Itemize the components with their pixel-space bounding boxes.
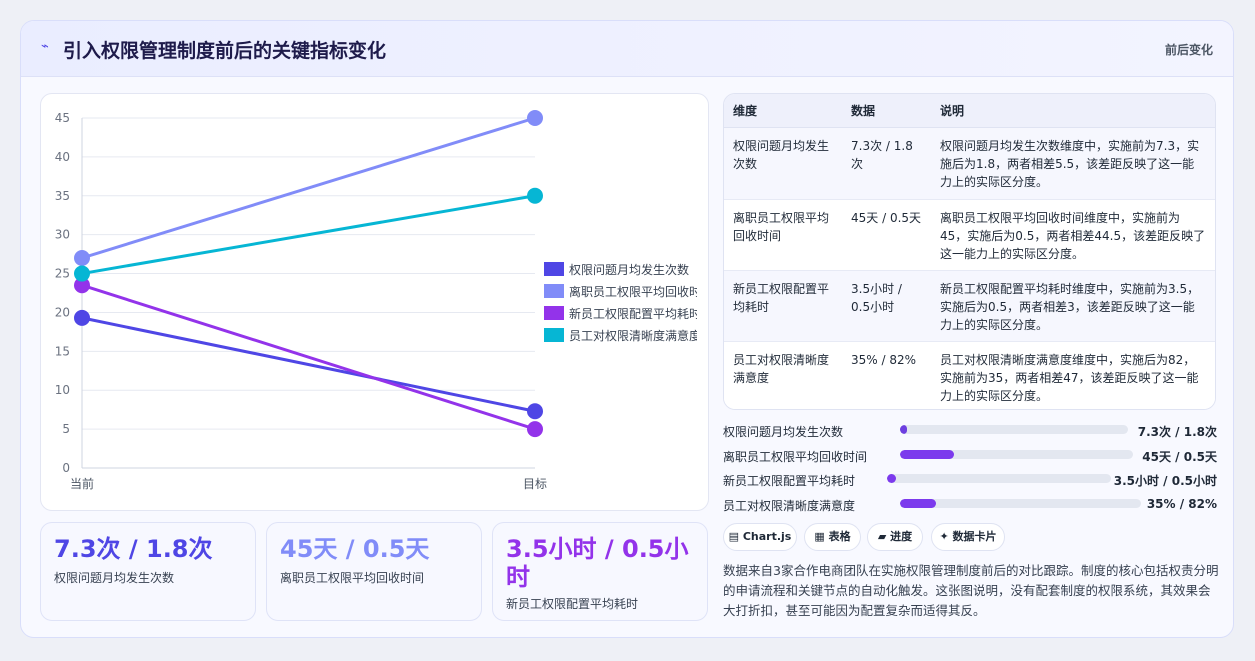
progress-track [900,498,1141,508]
data-table: 维度 数据 说明 权限问题月均发生次数 7.3次 / 1.8次 权限问题月均发生… [723,93,1216,410]
header-tag: 前后变化 [1164,43,1213,57]
progress-label: 新员工权限配置平均耗时 [723,474,856,488]
cell-note: 离职员工权限平均回收时间维度中，实施前为45，实施后为0.5，两者相差44.5，… [931,199,1215,271]
y-tick-label: 25 [55,267,70,281]
y-tick-label: 15 [55,344,70,358]
x-tick-label: 当前 [70,476,94,491]
cell-data: 3.5小时 / 0.5小时 [842,270,931,342]
col-header-dimension: 维度 [724,94,842,128]
y-tick-label: 30 [55,228,70,242]
progress-track [900,449,1133,459]
legend-label: 员工对权限清晰度满意度 [569,328,701,343]
col-header-data: 数据 [842,94,931,128]
chip-data-card[interactable]: ✦ 数据卡片 [931,523,1005,551]
y-tick-label: 0 [62,461,70,475]
stat-value: 7.3次 / 1.8次 [54,535,213,563]
stat-label: 新员工权限配置平均耗时 [506,597,639,611]
legend-swatch [544,262,564,276]
y-tick-label: 20 [55,305,70,319]
dashboard-card: ⌁ 引入权限管理制度前后的关键指标变化 前后变化 0 5 10 15 20 25 30 35 4… [20,20,1234,638]
x-tick-label: 目标 [523,477,547,491]
table-row: 离职员工权限平均回收时间 45天 / 0.5天 离职员工权限平均回收时间维度中，… [724,199,1215,271]
stat-label: 离职员工权限平均回收时间 [280,571,425,585]
chip-chartjs[interactable]: ▤ Chart.js [723,523,797,551]
stat-card-3: 3.5小时 / 0.5小时 新员工权限配置平均耗时 [492,522,708,621]
progress-label: 权限问题月均发生次数 [723,425,844,439]
legend-label: 新员工权限配置平均耗时 [569,306,701,321]
series-line [81,116,536,260]
cell-data: 7.3次 / 1.8次 [842,127,931,200]
legend-swatch [544,284,564,298]
progress-label: 员工对权限清晰度满意度 [723,498,856,513]
line-chart-svg: 0 5 10 15 20 25 30 35 40 45 当前 目标 权限问题月均发生次数离职员工权限平均… [55,110,701,491]
y-tick-label: 45 [55,111,70,125]
page-title: 引入权限管理制度前后的关键指标变化 [63,40,387,62]
cell-note: 新员工权限配置平均耗时维度中，实施前为3.5，实施后为0.5，两者相差3，该差距… [931,270,1215,342]
y-tick-label: 35 [55,189,70,203]
progress-row: 员工对权限清晰度满意度 35% / 82% [723,495,1217,520]
y-tick-label: 5 [62,422,70,436]
cell-note: 权限问题月均发生次数维度中，实施前为7.3，实施后为1.8，两者相差5.5，该差… [931,127,1215,200]
y-tick-label: 40 [55,150,70,164]
stat-value: 45天 / 0.5天 [280,535,430,563]
progress-value: 3.5小时 / 0.5小时 [1113,474,1217,488]
progress-fill [900,449,954,459]
y-tick-label: 10 [55,383,70,397]
stat-label: 权限问题月均发生次数 [54,571,175,585]
series-point [74,265,90,282]
progress-row: 新员工权限配置平均耗时 3.5小时 / 0.5小时 [723,470,1217,495]
chip-progress[interactable]: ▰ 进度 [867,523,923,551]
table-row: 新员工权限配置平均耗时 3.5小时 / 0.5小时 新员工权限配置平均耗时维度中… [724,270,1215,342]
cell-note: 员工对权限清晰度满意度维度中，实施后为82，实施前为35，两者相差47，该差距反… [931,341,1215,409]
series-point [527,403,543,420]
legend-label: 权限问题月均发生次数 [569,262,689,277]
table-row: 权限问题月均发生次数 7.3次 / 1.8次 权限问题月均发生次数维度中，实施前… [724,127,1215,200]
progress-row: 离职员工权限平均回收时间 45天 / 0.5天 [723,446,1217,471]
series-line [81,316,536,413]
legend-swatch [544,306,564,320]
table-row: 员工对权限清晰度满意度 35% / 82% 员工对权限清晰度满意度维度中，实施后… [724,341,1215,409]
stat-card-2: 45天 / 0.5天 离职员工权限平均回收时间 [266,522,482,621]
progress-track [887,474,1111,483]
progress-fill [900,425,907,434]
series-line [81,283,536,431]
cell-data: 45天 / 0.5天 [842,199,931,271]
progress-track [900,425,1128,434]
cell-dimension: 新员工权限配置平均耗时 [724,270,842,342]
cell-dimension: 权限问题月均发生次数 [724,127,842,200]
series-point [527,110,543,126]
cell-dimension: 离职员工权限平均回收时间 [724,199,842,271]
progress-row: 权限问题月均发生次数 7.3次 / 1.8次 [723,421,1217,446]
col-header-note: 说明 [931,94,1215,128]
series-line [81,194,536,276]
series-point [74,277,90,294]
table-header-row: 维度 数据 说明 [724,94,1215,128]
progress-list: 权限问题月均发生次数 7.3次 / 1.8次 离职员工权限平均回收时间 45天 … [723,421,1217,519]
legend-swatch [544,328,564,342]
cell-data: 35% / 82% [842,341,931,409]
progress-fill [887,474,896,483]
legend-label: 离职员工权限平均回收时 [569,284,701,299]
description-text: 数据来自3家合作电商团队在实施权限管理制度前后的对比跟踪。制度的核心包括权责分明… [723,563,1219,618]
progress-label: 离职员工权限平均回收时间 [723,449,868,464]
series-point [527,421,543,438]
stat-value: 3.5小时 / 0.5小时 [506,535,689,591]
chip-table[interactable]: ▦ 表格 [804,523,861,551]
cell-dimension: 员工对权限清晰度满意度 [724,341,842,409]
series-point [74,309,90,326]
series-point [527,187,543,204]
stat-card-1: 7.3次 / 1.8次 权限问题月均发生次数 [40,522,256,621]
progress-fill [900,498,937,508]
progress-value: 45天 / 0.5天 [1142,449,1217,464]
series-point [74,250,90,266]
progress-value: 7.3次 / 1.8次 [1137,425,1217,439]
trend-icon: ⌁ [41,39,49,54]
line-chart: 0 5 10 15 20 25 30 35 40 45 当前 目标 权限问题月均发生次数 离职员工权限平均… [40,93,709,511]
card-header: ⌁ 引入权限管理制度前后的关键指标变化 前后变化 [21,21,1233,77]
progress-value: 35% / 82% [1146,496,1217,511]
